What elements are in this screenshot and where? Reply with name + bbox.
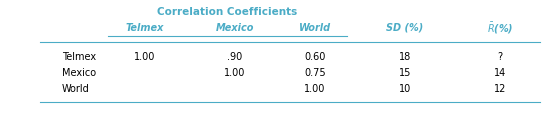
Text: 1.00: 1.00 [304, 83, 326, 93]
Text: World: World [299, 23, 331, 33]
Text: 1.00: 1.00 [225, 67, 246, 77]
Text: 0.75: 0.75 [304, 67, 326, 77]
Text: 15: 15 [399, 67, 411, 77]
Text: 14: 14 [494, 67, 506, 77]
Text: Telmex: Telmex [62, 52, 96, 61]
Text: 1.00: 1.00 [134, 52, 156, 61]
Text: $\bar{R}$(%): $\bar{R}$(%) [487, 20, 514, 35]
Text: Mexico: Mexico [216, 23, 254, 33]
Text: World: World [62, 83, 90, 93]
Text: .90: .90 [227, 52, 242, 61]
Text: 0.60: 0.60 [304, 52, 326, 61]
Text: SD (%): SD (%) [386, 23, 423, 33]
Text: Telmex: Telmex [126, 23, 164, 33]
Text: Correlation Coefficients: Correlation Coefficients [157, 7, 297, 17]
Text: 12: 12 [494, 83, 506, 93]
Text: 18: 18 [399, 52, 411, 61]
Text: ?: ? [497, 52, 502, 61]
Text: 10: 10 [399, 83, 411, 93]
Text: Mexico: Mexico [62, 67, 96, 77]
